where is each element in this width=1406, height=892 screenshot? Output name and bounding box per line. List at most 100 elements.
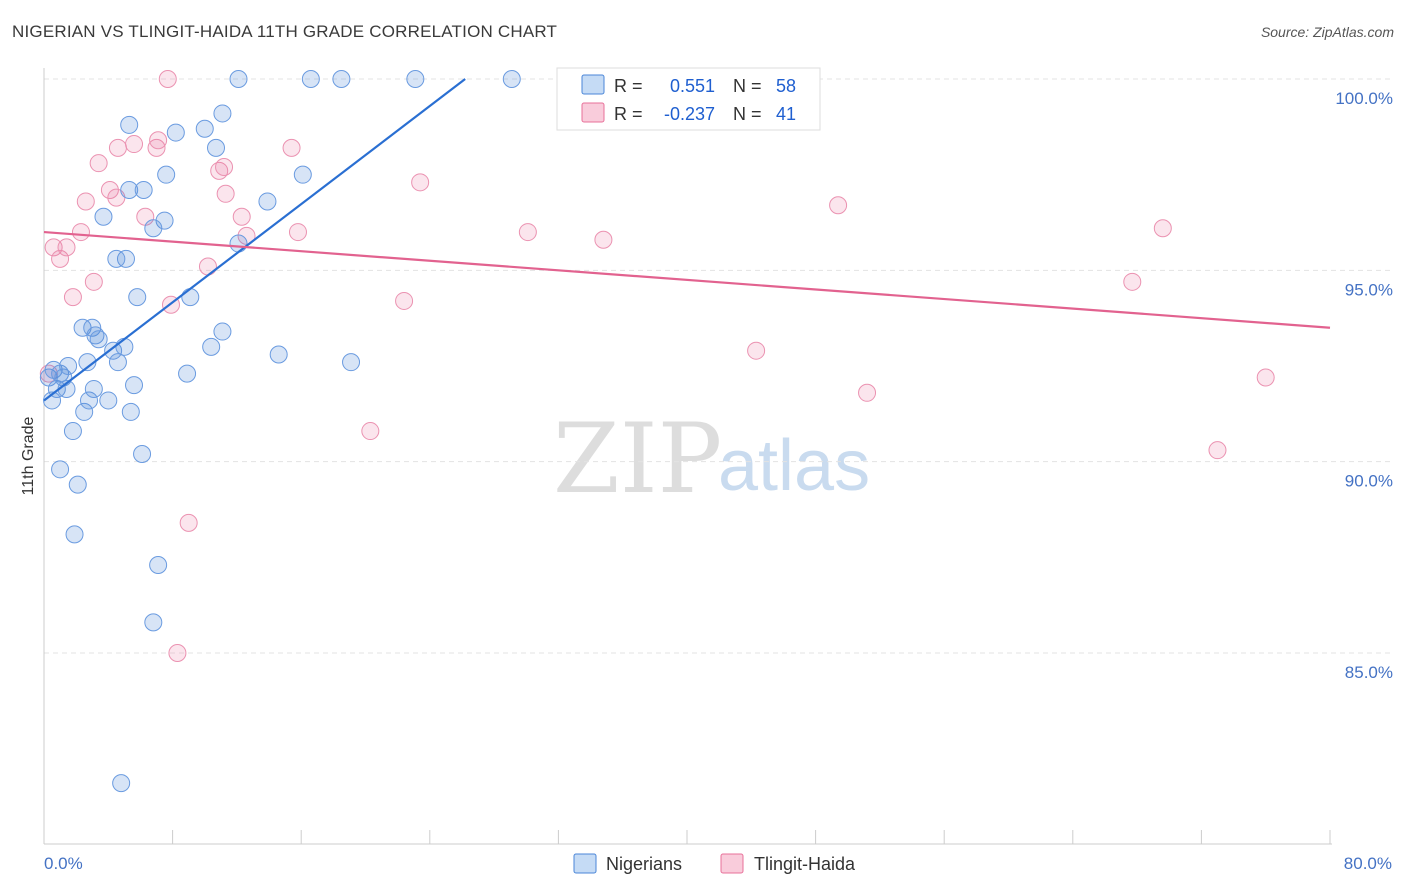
point-nigerians-33 xyxy=(94,207,113,226)
point-tlingit-haida-2 xyxy=(51,249,70,268)
point-nigerians-7 xyxy=(59,357,78,375)
point-nigerians-29 xyxy=(112,774,131,793)
point-nigerians-25 xyxy=(125,376,144,395)
point-tlingit-haida-8 xyxy=(89,154,108,173)
point-nigerians-55 xyxy=(332,70,351,88)
y-tick-label-85: 85.0% xyxy=(1345,663,1393,682)
point-tlingit-haida-18 xyxy=(168,644,187,662)
stats-swatch-tlingit-haida xyxy=(581,102,605,123)
point-nigerians-32 xyxy=(128,288,147,307)
point-nigerians-10 xyxy=(68,475,87,494)
gridlines xyxy=(44,78,1392,654)
stats-r-value-tlingit-haida: -0.237 xyxy=(664,104,715,124)
point-tlingit-haida-5 xyxy=(71,223,90,242)
legend-label-tlingit-haida: Tlingit-Haida xyxy=(754,854,856,874)
point-tlingit-haida-36 xyxy=(858,383,877,402)
point-nigerians-18 xyxy=(89,330,108,349)
point-nigerians-23 xyxy=(99,391,118,410)
point-tlingit-haida-16 xyxy=(158,70,177,88)
point-nigerians-51 xyxy=(293,165,312,184)
point-tlingit-haida-20 xyxy=(198,257,217,276)
point-tlingit-haida-6 xyxy=(76,192,95,211)
point-nigerians-47 xyxy=(202,337,221,356)
legend-label-nigerians: Nigerians xyxy=(606,854,682,874)
y-tick-label-95: 95.0% xyxy=(1345,280,1393,299)
x-tick-label-min: 0.0% xyxy=(44,854,83,873)
point-nigerians-34 xyxy=(120,180,139,199)
point-tlingit-haida-31 xyxy=(518,223,537,242)
point-nigerians-38 xyxy=(157,165,176,184)
point-tlingit-haida-12 xyxy=(125,135,144,154)
point-nigerians-44 xyxy=(229,234,248,253)
point-tlingit-haida-4 xyxy=(63,288,82,307)
stats-legend: R = 0.551 N = 58 R = -0.237 N = 41 xyxy=(556,67,821,131)
point-tlingit-haida-15 xyxy=(149,131,168,150)
point-tlingit-haida-9 xyxy=(100,180,119,199)
point-nigerians-52 xyxy=(342,353,361,372)
point-nigerians-42 xyxy=(207,138,226,157)
point-nigerians-41 xyxy=(120,115,139,134)
point-nigerians-37 xyxy=(144,219,163,238)
y-tick-label-100: 100.0% xyxy=(1335,89,1393,108)
point-tlingit-haida-7 xyxy=(84,272,103,291)
point-nigerians-31 xyxy=(107,249,126,268)
point-tlingit-haida-32 xyxy=(594,230,613,249)
point-tlingit-haida-35 xyxy=(829,196,848,215)
point-tlingit-haida-37 xyxy=(1123,272,1142,291)
stats-r-label-nigerians: R = xyxy=(614,76,643,96)
point-nigerians-9 xyxy=(63,422,82,441)
point-tlingit-haida-26 xyxy=(282,138,301,157)
point-nigerians-39 xyxy=(166,123,185,142)
trend-line-tlingit-haida xyxy=(43,230,1331,329)
point-nigerians-45 xyxy=(258,192,277,211)
y-tick-labels: 85.0% 90.0% 95.0% 100.0% xyxy=(1335,89,1393,682)
legend-swatch-nigerians xyxy=(573,853,597,874)
watermark-zip: ZIP xyxy=(553,403,722,515)
point-tlingit-haida-14 xyxy=(147,138,166,157)
point-tlingit-haida-3 xyxy=(57,238,76,257)
point-tlingit-haida-38 xyxy=(1153,219,1172,238)
legend-swatch-tlingit-haida xyxy=(720,853,744,874)
point-nigerians-20 xyxy=(104,341,123,360)
point-nigerians-53 xyxy=(229,70,248,88)
point-nigerians-46 xyxy=(181,288,200,307)
point-tlingit-haida-27 xyxy=(288,223,307,242)
watermark-atlas: atlas xyxy=(718,426,870,506)
point-nigerians-13 xyxy=(80,391,99,410)
point-nigerians-28 xyxy=(144,613,163,632)
point-nigerians-14 xyxy=(84,379,103,398)
point-nigerians-40 xyxy=(195,119,214,138)
stats-r-value-nigerians: 0.551 xyxy=(670,76,715,96)
point-nigerians-54 xyxy=(301,70,320,88)
trend-line-nigerians xyxy=(43,78,466,402)
point-tlingit-haida-22 xyxy=(215,158,234,177)
stats-swatch-nigerians xyxy=(581,74,605,95)
x-tick-marks xyxy=(43,830,1331,844)
y-tick-label-90: 90.0% xyxy=(1345,472,1393,491)
point-nigerians-56 xyxy=(406,70,425,88)
point-tlingit-haida-29 xyxy=(395,291,414,310)
point-nigerians-26 xyxy=(133,445,152,464)
point-tlingit-haida-40 xyxy=(1256,368,1275,387)
point-nigerians-50 xyxy=(269,345,288,364)
point-tlingit-haida-1 xyxy=(44,238,63,257)
point-nigerians-27 xyxy=(149,555,168,574)
point-nigerians-43 xyxy=(213,104,232,123)
point-tlingit-haida-39 xyxy=(1208,441,1227,460)
series-legend: Nigerians Tlingit-Haida xyxy=(573,853,856,874)
point-tlingit-haida-30 xyxy=(411,173,430,192)
point-nigerians-21 xyxy=(108,353,127,372)
stats-n-value-nigerians: 58 xyxy=(776,76,796,96)
x-tick-label-max: 80.0% xyxy=(1344,854,1392,873)
point-tlingit-haida-34 xyxy=(747,341,766,360)
y-axis-label: 11th Grade xyxy=(20,416,37,495)
point-nigerians-57 xyxy=(502,70,521,88)
point-nigerians-12 xyxy=(75,402,94,421)
point-nigerians-24 xyxy=(121,402,140,421)
chart-title: NIGERIAN VS TLINGIT-HAIDA 11TH GRADE COR… xyxy=(12,22,558,41)
stats-r-label-tlingit-haida: R = xyxy=(614,104,643,124)
point-tlingit-haida-19 xyxy=(179,513,198,532)
point-nigerians-8 xyxy=(51,460,70,479)
point-nigerians-11 xyxy=(65,525,84,544)
